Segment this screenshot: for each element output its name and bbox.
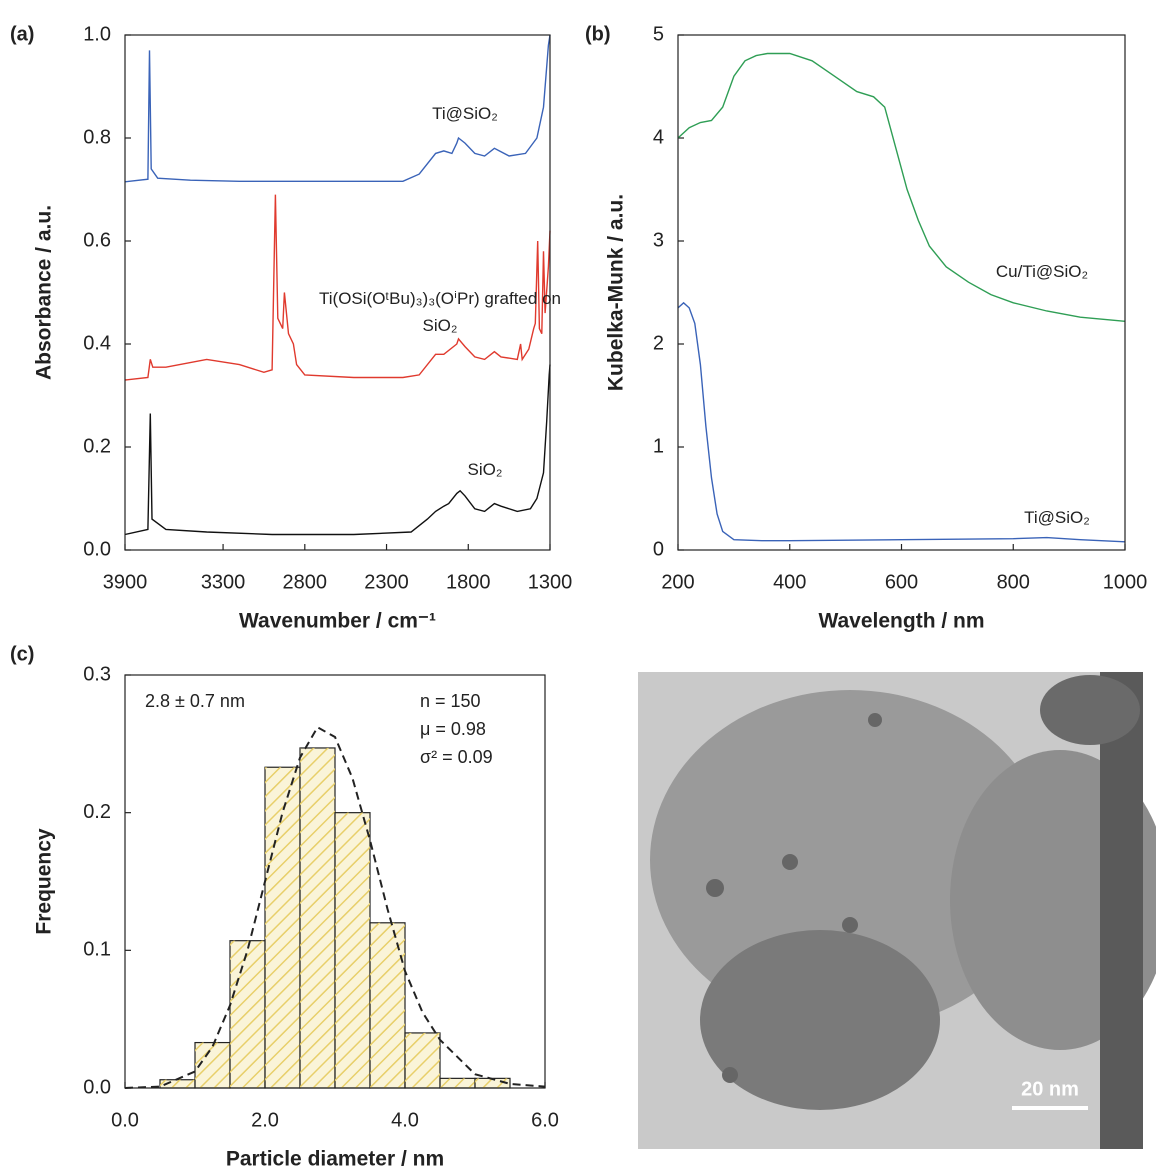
- annotation: 2.8 ± 0.7 nm: [145, 691, 245, 711]
- spectrum-line: [124, 194, 551, 381]
- x-axis-title: Wavenumber / cm⁻¹: [239, 610, 436, 633]
- series-label: Ti(OSi(OᵗBu)₃)₃(OⁱPr) grafted on SiO₂: [319, 289, 561, 335]
- x-tick-label: 0.0: [111, 1109, 139, 1131]
- y-axis-title: Kubelka-Munk / a.u.: [605, 194, 628, 391]
- panel-label: (c): [10, 643, 34, 665]
- x-tick-label: 1000: [1103, 571, 1148, 593]
- x-tick-label: 800: [997, 571, 1030, 593]
- x-tick-label: 6.0: [531, 1109, 559, 1131]
- x-tick-label: 2.0: [251, 1109, 279, 1131]
- histogram-hatch: [265, 767, 300, 1088]
- fit-curve: [124, 725, 546, 1089]
- histogram-hatch: [370, 922, 405, 1088]
- histogram-hatch: [475, 1078, 510, 1088]
- x-axis-title: Wavelength / nm: [818, 610, 984, 633]
- y-tick-label: 5: [653, 23, 664, 45]
- series-label: Ti@SiO₂: [432, 104, 498, 123]
- x-axis-title: Particle diameter / nm: [226, 1148, 444, 1169]
- y-axis-title: Frequency: [33, 828, 56, 935]
- y-tick-label: 4: [653, 126, 664, 148]
- y-tick-label: 1: [653, 435, 664, 457]
- plot-frame: [124, 34, 551, 551]
- x-tick-label: 4.0: [391, 1109, 419, 1131]
- plot-frame: [124, 674, 546, 1089]
- panel-label: (a): [10, 23, 34, 45]
- histogram-hatch: [195, 1042, 230, 1088]
- histogram-hatch: [300, 747, 335, 1088]
- spectrum-line: [124, 34, 551, 183]
- panel: (b) Wavelength / nm Kubelka-Munk / a.u. 200…: [585, 23, 1147, 632]
- annotation: n = 150: [420, 691, 481, 711]
- plot-frame: [677, 34, 1126, 551]
- series-label: Cu/Ti@SiO₂: [995, 262, 1089, 281]
- y-tick-label: 0.1: [83, 939, 111, 961]
- y-tick-label: 3: [653, 229, 664, 251]
- x-tick-label: 1800: [446, 571, 491, 593]
- y-tick-label: 0.4: [83, 332, 111, 354]
- x-tick-label: 2800: [283, 571, 328, 593]
- y-tick-label: 0.0: [83, 1076, 111, 1098]
- panel: (a) Wavenumber / cm⁻¹ Absorbance / a.u. 390…: [10, 23, 572, 632]
- series-label: SiO₂: [467, 460, 503, 479]
- x-tick-label: 3300: [201, 571, 246, 593]
- x-tick-label: 600: [885, 571, 918, 593]
- y-tick-label: 2: [653, 332, 664, 354]
- annotation: μ = 0.98: [420, 719, 486, 739]
- y-tick-label: 0.3: [83, 663, 111, 685]
- x-tick-label: 400: [773, 571, 806, 593]
- annotation: σ² = 0.09: [420, 747, 493, 767]
- x-tick-label: 2300: [364, 571, 409, 593]
- panel: (c) Particle diameter / nm Frequency 0.0 2.0…: [10, 643, 559, 1169]
- panel-label: (b): [585, 23, 611, 45]
- histogram-hatch: [335, 812, 370, 1088]
- spectrum-line: [124, 364, 551, 536]
- y-tick-label: 0.6: [83, 229, 111, 251]
- y-axis-title: Absorbance / a.u.: [33, 205, 56, 380]
- histogram-hatch: [230, 940, 265, 1088]
- x-tick-label: 200: [661, 571, 694, 593]
- x-tick-label: 3900: [103, 571, 148, 593]
- y-tick-label: 0: [653, 538, 664, 560]
- histogram-hatch: [405, 1032, 440, 1088]
- histogram-hatch: [440, 1078, 475, 1088]
- y-tick-label: 0.2: [83, 435, 111, 457]
- y-tick-label: 0.0: [83, 538, 111, 560]
- histogram-hatch: [160, 1079, 195, 1088]
- spectrum-line: [677, 52, 1126, 322]
- y-tick-label: 0.8: [83, 126, 111, 148]
- y-tick-label: 1.0: [83, 23, 111, 45]
- scale-bar-label: 20 nm: [1021, 1078, 1079, 1100]
- y-tick-label: 0.2: [83, 801, 111, 823]
- tem-image: 20 nm: [638, 672, 1156, 1149]
- x-tick-label: 1300: [528, 571, 573, 593]
- spectrum-line: [677, 301, 1126, 543]
- series-label: Ti@SiO₂: [1024, 508, 1090, 527]
